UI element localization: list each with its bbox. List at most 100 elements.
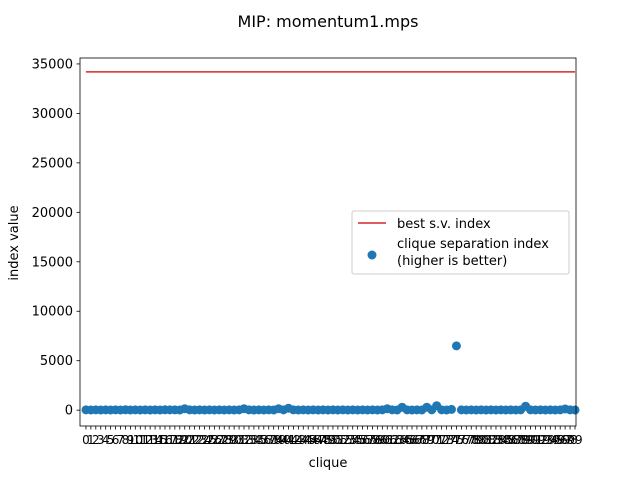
x-tick-label: 57 — [360, 433, 375, 447]
x-tick-label: 78 — [464, 433, 479, 447]
x-tick-label: 41 — [281, 433, 296, 447]
x-tick-label: 28 — [217, 433, 232, 447]
x-tick-label: 34 — [246, 433, 261, 447]
x-tick-label: 7 — [117, 433, 125, 447]
x-tick-label: 90 — [523, 433, 538, 447]
x-tick-label: 36 — [256, 433, 271, 447]
y-tick-label: 35000 — [32, 57, 73, 72]
x-tick-label: 54 — [345, 433, 360, 447]
x-tick-label: 86 — [503, 433, 518, 447]
x-tick-label: 46 — [306, 433, 321, 447]
x-tick-label: 82 — [483, 433, 498, 447]
x-tick-label: 8 — [122, 433, 130, 447]
x-tick-label: 1 — [87, 433, 95, 447]
y-tick-label: 20000 — [32, 206, 73, 221]
x-tick-label: 62 — [385, 433, 400, 447]
x-tick-label: 24 — [197, 433, 212, 447]
x-tick-label: 83 — [488, 433, 503, 447]
x-tick-label: 52 — [335, 433, 350, 447]
x-tick-label: 22 — [187, 433, 202, 447]
y-tick-label: 10000 — [32, 305, 73, 320]
x-tick-label: 20 — [177, 433, 192, 447]
x-tick-label: 38 — [266, 433, 281, 447]
x-tick-label: 93 — [538, 433, 553, 447]
x-tick-label: 91 — [528, 433, 543, 447]
x-tick-label: 9 — [127, 433, 135, 447]
x-tick-label: 64 — [394, 433, 409, 447]
x-tick-label: 30 — [226, 433, 241, 447]
x-tick-label: 18 — [167, 433, 182, 447]
x-tick-label: 44 — [296, 433, 311, 447]
x-tick-label: 13 — [143, 433, 158, 447]
x-tick-label: 53 — [340, 433, 355, 447]
x-tick-label: 77 — [459, 433, 474, 447]
x-tick-label: 37 — [261, 433, 276, 447]
y-axis-ticks: 0 5000 10000 15000 20000 25000 30000 35000 — [32, 57, 80, 419]
data-point — [447, 404, 457, 414]
x-tick-label: 15 — [152, 433, 167, 447]
x-tick-label: 96 — [553, 433, 568, 447]
x-tick-label: 5 — [107, 433, 115, 447]
x-tick-label: 42 — [286, 433, 301, 447]
x-tick-label: 23 — [192, 433, 207, 447]
x-tick-label: 3 — [97, 433, 105, 447]
y-tick-label: 5000 — [40, 354, 73, 369]
x-tick-label: 65 — [399, 433, 414, 447]
x-tick-label: 0 — [82, 433, 90, 447]
x-tick-label: 92 — [533, 433, 548, 447]
x-tick-label: 80 — [474, 433, 489, 447]
plot-area — [79, 57, 580, 427]
x-tick-label: 66 — [404, 433, 419, 447]
y-axis-title: index value — [7, 205, 22, 280]
x-tick-label: 21 — [182, 433, 197, 447]
x-tick-label: 45 — [301, 433, 316, 447]
x-axis-ticks: 0123456789101112131415161718192021222324… — [82, 426, 583, 447]
x-tick-label: 61 — [380, 433, 395, 447]
x-tick-label: 87 — [508, 433, 523, 447]
x-tick-label: 74 — [444, 433, 459, 447]
data-point — [451, 341, 461, 351]
x-tick-label: 81 — [478, 433, 493, 447]
x-tick-label: 29 — [222, 433, 237, 447]
x-tick-label: 50 — [325, 433, 340, 447]
legend-label: (higher is better) — [397, 254, 507, 269]
x-tick-label: 39 — [271, 433, 286, 447]
x-tick-label: 6 — [112, 433, 120, 447]
y-tick-label: 0 — [65, 404, 73, 419]
x-tick-label: 51 — [330, 433, 345, 447]
x-tick-label: 76 — [454, 433, 469, 447]
x-tick-label: 79 — [469, 433, 484, 447]
data-point — [570, 405, 580, 415]
x-tick-label: 40 — [276, 433, 291, 447]
x-tick-label: 16 — [157, 433, 172, 447]
x-tick-label: 95 — [548, 433, 563, 447]
x-tick-label: 47 — [310, 433, 325, 447]
x-tick-label: 35 — [251, 433, 266, 447]
x-tick-label: 43 — [291, 433, 306, 447]
x-tick-label: 48 — [315, 433, 330, 447]
x-tick-label: 99 — [567, 433, 582, 447]
x-tick-label: 58 — [365, 433, 380, 447]
legend-label: clique separation index — [397, 237, 549, 252]
x-axis-title: clique — [309, 456, 348, 471]
x-tick-label: 56 — [355, 433, 370, 447]
x-tick-label: 98 — [562, 433, 577, 447]
x-tick-label: 97 — [557, 433, 572, 447]
x-tick-label: 19 — [172, 433, 187, 447]
x-tick-label: 70 — [424, 433, 439, 447]
y-tick-label: 30000 — [32, 107, 73, 122]
x-tick-label: 17 — [162, 433, 177, 447]
x-tick-label: 32 — [236, 433, 251, 447]
x-tick-label: 69 — [419, 433, 434, 447]
x-tick-label: 14 — [147, 433, 162, 447]
x-tick-label: 49 — [320, 433, 335, 447]
x-tick-label: 94 — [543, 433, 558, 447]
x-tick-label: 33 — [241, 433, 256, 447]
x-tick-label: 60 — [375, 433, 390, 447]
legend: best s.v. index clique separation index (h… — [351, 210, 570, 275]
x-tick-label: 63 — [390, 433, 405, 447]
y-tick-label: 15000 — [32, 255, 73, 270]
x-tick-label: 27 — [212, 433, 227, 447]
x-tick-label: 89 — [518, 433, 533, 447]
x-tick-label: 84 — [493, 433, 508, 447]
